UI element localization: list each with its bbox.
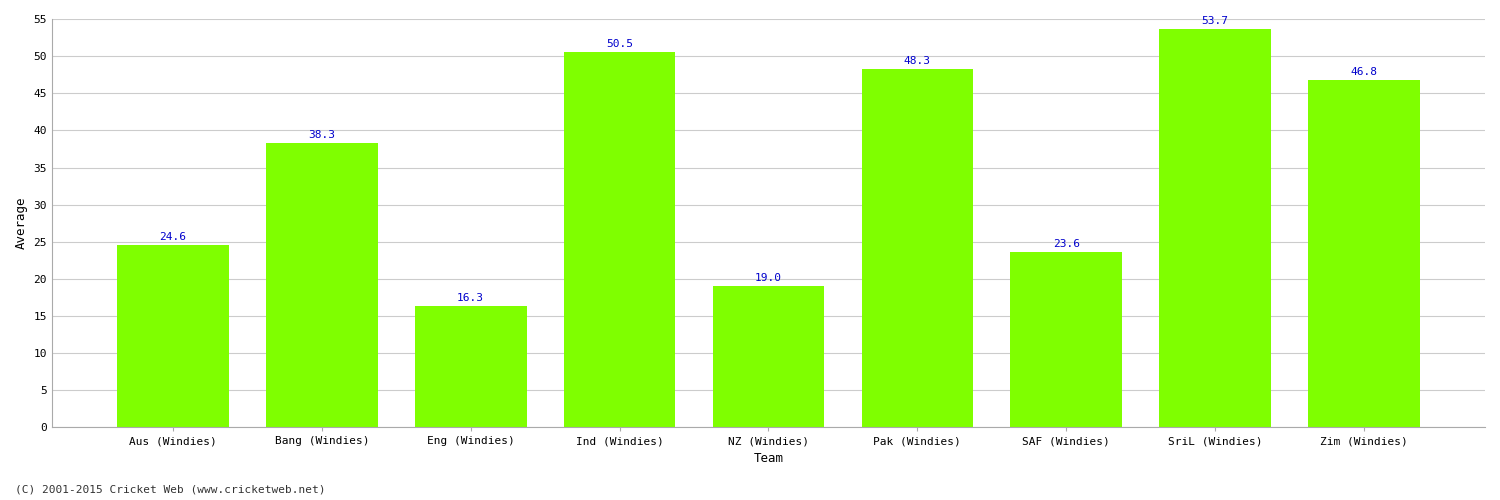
Text: 46.8: 46.8 xyxy=(1350,67,1377,77)
Bar xyxy=(861,69,974,428)
Text: (C) 2001-2015 Cricket Web (www.cricketweb.net): (C) 2001-2015 Cricket Web (www.cricketwe… xyxy=(15,485,326,495)
Bar xyxy=(266,143,378,428)
Text: 38.3: 38.3 xyxy=(309,130,336,140)
Text: 24.6: 24.6 xyxy=(159,232,186,242)
X-axis label: Team: Team xyxy=(753,452,783,465)
Bar xyxy=(564,52,675,428)
Text: 50.5: 50.5 xyxy=(606,40,633,50)
Bar xyxy=(1011,252,1122,428)
Bar xyxy=(416,306,526,428)
Text: 53.7: 53.7 xyxy=(1202,16,1228,26)
Text: 19.0: 19.0 xyxy=(754,274,782,283)
Bar xyxy=(712,286,825,428)
Y-axis label: Average: Average xyxy=(15,197,28,250)
Text: 23.6: 23.6 xyxy=(1053,239,1080,249)
Text: 16.3: 16.3 xyxy=(458,294,484,304)
Bar xyxy=(1160,28,1270,427)
Bar xyxy=(1308,80,1420,428)
Text: 48.3: 48.3 xyxy=(904,56,932,66)
Bar xyxy=(117,244,228,428)
